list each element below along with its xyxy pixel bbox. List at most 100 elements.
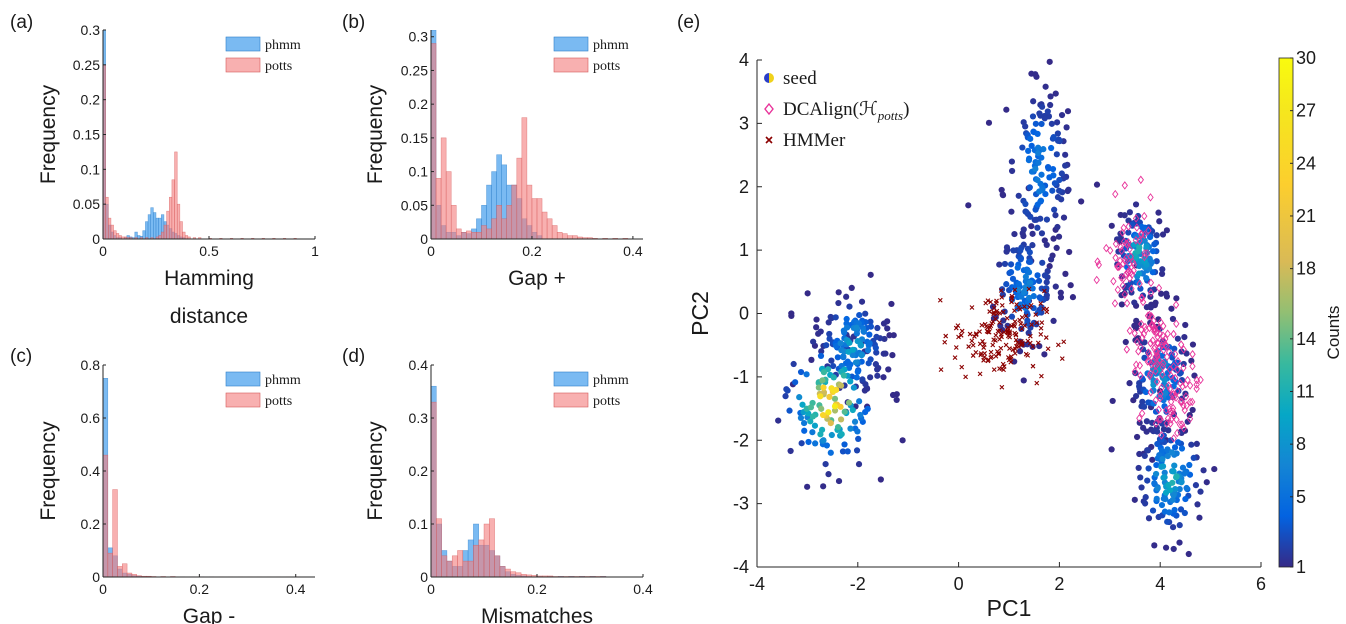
seed-point [1186,461,1193,469]
legend-label: phmm [593,38,629,53]
seed-point [1025,157,1033,164]
hmmer-point [992,338,998,343]
seed-point [1035,277,1043,285]
histogram-panel: 0 0.2 0.4 0 0.05 0.1 0.15 0.2 0.25 0.3 Frequency Ga… [342,12,643,290]
dcalign-point [1147,388,1154,397]
hmmer-point [1019,314,1025,320]
seed-point [1121,290,1128,297]
x-tick-label: 0 [427,581,435,597]
bar-potts [481,225,487,239]
colorbar-tick-label: 11 [1296,381,1315,401]
seed-point [820,384,827,391]
seed-point [1150,400,1157,407]
dcalign-point [1138,409,1146,418]
seed-point [817,393,824,400]
seed-point [867,318,874,325]
colorbar-title: Counts [1324,306,1343,360]
seed-point [1185,550,1192,558]
seed-point [835,477,843,485]
seed-point [1151,241,1158,248]
seed-point [1052,212,1059,219]
seed-point [832,314,839,321]
seed-point [1038,230,1046,237]
seed-point [1046,58,1053,65]
seed-point [1146,255,1153,262]
seed-point [1131,299,1138,306]
seed-point [799,401,806,408]
seed-point [1163,290,1170,297]
hmmer-point [977,371,983,377]
seed-point [1169,315,1177,323]
seed-point [1025,294,1033,301]
seed-point [864,347,872,354]
seed-point [1034,176,1041,184]
seed-point [1015,192,1022,199]
seed-point [1078,198,1085,205]
dcalign-point [1186,397,1194,407]
colorbar-tick-label: 1 [1296,557,1306,577]
seed-point [1058,170,1065,177]
hmmer-point [1015,340,1020,346]
seed-point [1008,208,1015,215]
dcalign-point [1130,266,1137,275]
hmmer-point [1000,361,1006,367]
y-tick-label: 0.8 [81,357,101,373]
seed-point [1141,403,1148,410]
dcalign-point [1152,419,1160,428]
hmmer-point [1045,346,1051,352]
seed-point [889,391,897,399]
seed-point [849,406,856,414]
seed-point [1034,272,1041,279]
seed-point [851,418,859,425]
seed-point [1152,470,1160,478]
seed-point [1050,317,1057,324]
y-tick-label: -3 [733,494,749,514]
seed-point [855,435,862,442]
dcalign-point [1158,337,1165,347]
seed-point [826,330,833,338]
seed-point [866,340,873,347]
seed-point [1171,462,1178,469]
seed-point [1137,474,1144,481]
dcalign-point [1151,324,1159,334]
hmmer-point [1018,338,1024,344]
dcalign-point [1152,361,1159,371]
dcalign-point [1158,383,1165,392]
dcalign-point [1146,350,1153,360]
dcalign-point [1119,281,1126,290]
hmmer-point [1008,359,1014,365]
bar-potts [496,205,502,239]
seed-point [1184,418,1191,425]
seed-point [835,299,842,307]
seed-point [1196,514,1203,521]
hmmer-point [988,323,994,329]
seed-point [818,348,825,355]
legend-swatch [553,36,589,52]
seed-point [1153,461,1160,469]
hmmer-point [1023,313,1029,319]
dcalign-point [1152,352,1159,362]
seed-point [874,366,881,373]
hmmer-point [991,309,997,315]
hmmer-point [984,323,989,329]
seed-point [1027,324,1034,331]
hmmer-point [1009,295,1015,301]
seed-point [820,437,827,444]
seed-point [1027,135,1034,142]
bar-potts [163,224,167,239]
seed-point [1032,165,1039,172]
points-group [775,58,1218,558]
seed-point [1053,119,1061,126]
bar-potts [436,518,442,577]
seed-point [1047,93,1054,100]
seed-point [1053,244,1060,252]
dcalign-point [1118,273,1125,282]
y-tick-label: 0 [739,304,749,324]
bar-potts [145,237,149,239]
seed-point [1159,231,1167,238]
seed-point [1020,289,1028,296]
hmmer-point [993,316,998,322]
seed-point [788,310,795,317]
bar-potts [491,218,497,239]
seed-point [1180,360,1187,368]
